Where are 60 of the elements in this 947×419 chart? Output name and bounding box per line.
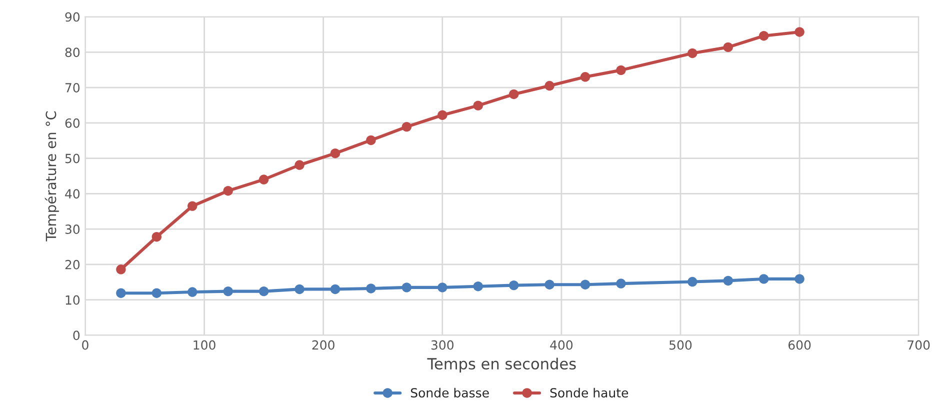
- point: [223, 286, 233, 296]
- point: [438, 282, 448, 292]
- y-tick-label: 60: [65, 118, 80, 128]
- point: [580, 280, 590, 290]
- legend-label: Sonde haute: [550, 388, 628, 398]
- point: [116, 288, 126, 298]
- point: [794, 27, 804, 37]
- point: [330, 148, 340, 158]
- point: [688, 48, 698, 58]
- point: [580, 72, 590, 82]
- point: [438, 110, 448, 120]
- x-tick-label: 400: [550, 340, 573, 350]
- point: [330, 284, 340, 294]
- point: [294, 160, 304, 170]
- point: [616, 65, 626, 76]
- point: [758, 31, 769, 41]
- point: [152, 288, 162, 298]
- point: [508, 89, 519, 100]
- point: [188, 201, 198, 211]
- y-tick-label: 90: [65, 12, 80, 22]
- y-tick-label: 10: [66, 295, 80, 305]
- y-axis-title: Température en °C: [44, 111, 59, 242]
- point: [116, 264, 126, 274]
- x-tick-label: 100: [194, 340, 216, 350]
- point: [152, 232, 162, 242]
- point: [723, 42, 733, 52]
- point: [688, 276, 698, 287]
- point: [508, 280, 519, 290]
- y-tick-label: 80: [65, 48, 80, 58]
- point: [758, 274, 769, 284]
- y-tick-label: 30: [65, 224, 80, 234]
- point: [473, 100, 483, 110]
- point: [794, 274, 804, 284]
- point: [366, 284, 376, 294]
- x-tick-label: 300: [431, 340, 454, 350]
- point: [723, 276, 733, 286]
- y-tick-label: 0: [73, 330, 80, 340]
- point: [473, 282, 483, 292]
- x-axis-title: Temps en secondes: [427, 358, 576, 372]
- point: [616, 278, 626, 288]
- y-tick-label: 40: [65, 189, 80, 199]
- y-tick-label: 20: [65, 260, 80, 270]
- point: [258, 174, 269, 184]
- point: [258, 286, 269, 296]
- x-tick-label: 200: [312, 340, 334, 350]
- x-tick-label: 700: [908, 340, 930, 350]
- x-tick-label: 0: [82, 340, 88, 350]
- point: [544, 280, 554, 290]
- point: [402, 122, 412, 132]
- y-tick-label: 70: [65, 82, 80, 92]
- x-tick-label: 500: [670, 340, 692, 350]
- x-tick-label: 600: [788, 340, 811, 350]
- legend-label: Sonde basse: [410, 388, 489, 398]
- point: [544, 80, 554, 91]
- point: [366, 135, 376, 146]
- point: [294, 284, 304, 294]
- point: [188, 287, 198, 297]
- point: [223, 186, 233, 196]
- point: [402, 282, 412, 292]
- y-tick-label: 50: [65, 154, 80, 164]
